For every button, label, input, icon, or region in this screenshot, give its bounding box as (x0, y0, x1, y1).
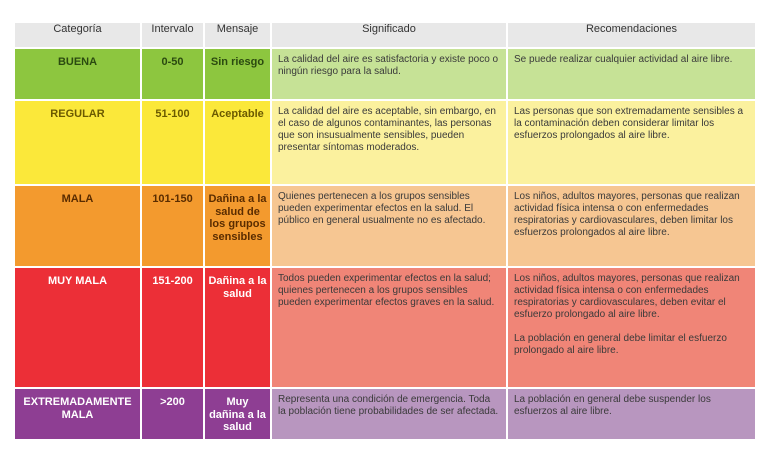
recommendation-cell: Se puede realizar cualquier actividad al… (506, 47, 757, 101)
range-cell: 0-50 (140, 47, 205, 101)
recommendation-cell: Los niños, adultos mayores, personas que… (506, 184, 757, 268)
header-row: Categoría Intervalo Mensaje Significado … (13, 21, 757, 49)
header-significado: Significado (270, 21, 508, 49)
meaning-cell: La calidad del aire es aceptable, sin em… (270, 99, 508, 186)
message-cell: Aceptable (203, 99, 272, 186)
recommendation-text: Los niños, adultos mayores, personas que… (514, 273, 740, 320)
category-cell: MALA (13, 184, 142, 268)
message-cell: Dañina a la salud (203, 266, 272, 389)
range-cell: 151-200 (140, 266, 205, 389)
meaning-cell: Todos pueden experimentar efectos en la … (270, 266, 508, 389)
category-cell: BUENA (13, 47, 142, 101)
meaning-cell: Quienes pertenecen a los grupos sensible… (270, 184, 508, 268)
range-cell: >200 (140, 387, 205, 441)
recommendation-text: La población en general debe limitar el … (514, 333, 727, 356)
message-cell: Muy dañina a la salud (203, 387, 272, 441)
table-row: BUENA 0-50 Sin riesgo La calidad del air… (13, 47, 757, 101)
message-cell: Dañina a la salud de los grupos sensible… (203, 184, 272, 268)
table-row: EXTREMADAMENTE MALA >200 Muy dañina a la… (13, 387, 757, 441)
recommendation-cell: Las personas que son extremadamente sens… (506, 99, 757, 186)
header-mensaje: Mensaje (203, 21, 272, 49)
recommendation-cell: Los niños, adultos mayores, personas que… (506, 266, 757, 389)
category-cell: MUY MALA (13, 266, 142, 389)
air-quality-table: Categoría Intervalo Mensaje Significado … (13, 21, 757, 441)
category-cell: REGULAR (13, 99, 142, 186)
table-row: MUY MALA 151-200 Dañina a la salud Todos… (13, 266, 757, 389)
category-cell: EXTREMADAMENTE MALA (13, 387, 142, 441)
message-cell: Sin riesgo (203, 47, 272, 101)
recommendation-cell: La población en general debe suspender l… (506, 387, 757, 441)
range-cell: 51-100 (140, 99, 205, 186)
recommendation-text: Los niños, adultos mayores, personas que… (514, 191, 740, 238)
header-categoria: Categoría (13, 21, 142, 49)
table-row: REGULAR 51-100 Aceptable La calidad del … (13, 99, 757, 186)
table-row: MALA 101-150 Dañina a la salud de los gr… (13, 184, 757, 268)
recommendation-text: Las personas que son extremadamente sens… (514, 106, 744, 141)
meaning-cell: La calidad del aire es satisfactoria y e… (270, 47, 508, 101)
meaning-cell: Representa una condición de emergencia. … (270, 387, 508, 441)
header-intervalo: Intervalo (140, 21, 205, 49)
header-recomendaciones: Recomendaciones (506, 21, 757, 49)
range-cell: 101-150 (140, 184, 205, 268)
recommendation-text: Se puede realizar cualquier actividad al… (514, 54, 733, 65)
recommendation-text: La población en general debe suspender l… (514, 394, 711, 417)
